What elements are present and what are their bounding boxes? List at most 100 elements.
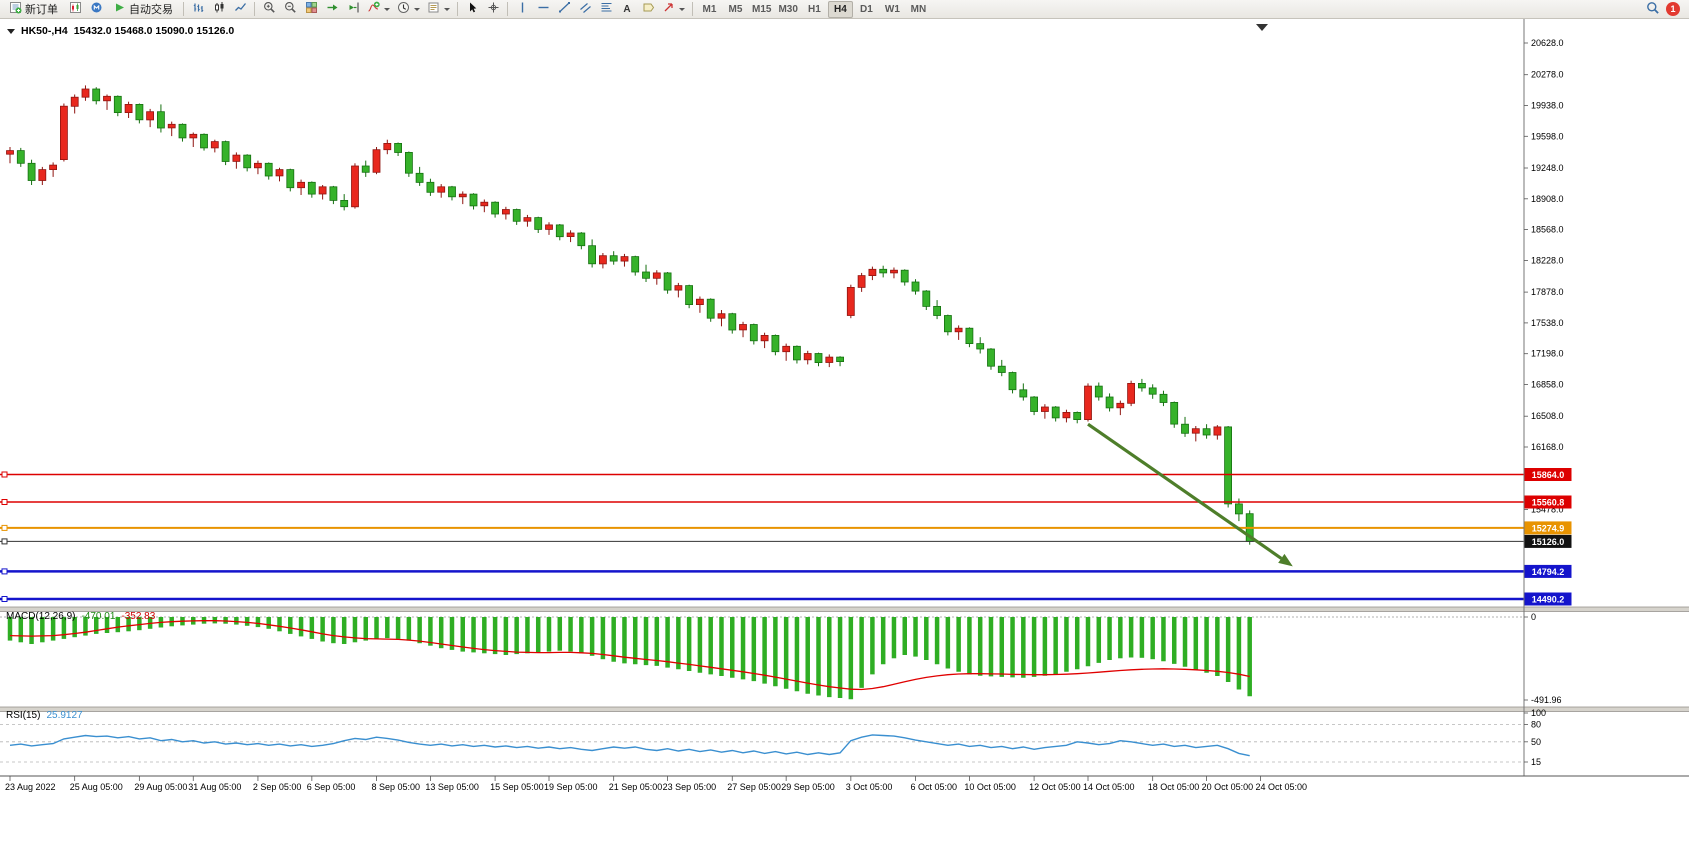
toolbar-separator <box>457 2 458 16</box>
zoom-in-button[interactable] <box>259 1 279 18</box>
templates-button[interactable] <box>424 1 453 18</box>
price-badge <box>1524 564 1572 578</box>
price-axis-label: 20278.0 <box>1531 70 1564 80</box>
horizontal-lines <box>0 471 1524 602</box>
candlestick-chart-icon <box>213 1 226 17</box>
macd-signal-line <box>9 620 1250 691</box>
line-handle[interactable] <box>1 568 8 575</box>
panel-divider[interactable] <box>0 607 1689 612</box>
line-handle[interactable] <box>1 471 8 478</box>
time-axis-label: 20 Oct 05:00 <box>1202 782 1254 792</box>
chart-window[interactable]: 20628.0 20278.0 19938.0 19598.0 19248.0 18908… <box>0 19 1689 859</box>
text-tool-button[interactable]: A <box>617 1 637 18</box>
line-handle[interactable] <box>1 499 8 505</box>
indicators-button[interactable] <box>364 1 393 18</box>
tile-windows-button[interactable] <box>301 1 321 18</box>
horizontal-line-button[interactable] <box>533 1 553 18</box>
timeframe-h4-button[interactable]: H4 <box>827 0 853 18</box>
macd-axis-label: -491.96 <box>1531 695 1562 705</box>
auto-scroll-button[interactable] <box>322 1 342 18</box>
new-order-label: 新订单 <box>25 4 58 16</box>
search-button[interactable] <box>1643 1 1663 18</box>
timeframe-w1-button[interactable]: W1 <box>880 1 905 18</box>
line-handle[interactable] <box>1 596 8 602</box>
time-axis-label: 29 Sep 05:00 <box>781 782 835 792</box>
chart-symbol-period: HK50-,H4 <box>21 25 68 37</box>
timeframe-m30-button[interactable]: M30 <box>775 1 800 18</box>
templates-icon <box>427 1 440 17</box>
text-label-button[interactable] <box>638 1 658 18</box>
main-toolbar: 新订单 自动交易 <box>0 0 1689 19</box>
auto-scroll-icon <box>326 1 339 17</box>
chart-shift-marker[interactable] <box>1256 24 1268 31</box>
trendline-icon <box>558 1 571 17</box>
macd-name: MACD(12,26,9) <box>6 611 76 622</box>
rsi-line <box>9 734 1250 757</box>
time-axis-label: 29 Aug 05:00 <box>134 782 187 792</box>
time-axis-label: 8 Sep 05:00 <box>372 782 421 792</box>
timeframe-m1-button[interactable]: M1 <box>697 1 722 18</box>
price-axis-label: 16858.0 <box>1531 380 1564 390</box>
timeframe-h1-button[interactable]: H1 <box>802 1 827 18</box>
channel-button[interactable] <box>575 1 595 18</box>
chart-canvas[interactable]: 20628.0 20278.0 19938.0 19598.0 19248.0 18908… <box>0 19 1689 859</box>
crosshair-button[interactable] <box>483 1 503 18</box>
toolbar-separator <box>507 2 508 16</box>
new-order-button[interactable]: 新订单 <box>3 1 64 18</box>
time-axis-label: 14 Oct 05:00 <box>1083 782 1135 792</box>
dropdown-caret-icon <box>444 7 450 11</box>
panel-divider[interactable] <box>0 707 1689 712</box>
toolbar-separator <box>692 2 693 16</box>
indicators-icon <box>367 1 380 17</box>
zoom-in-icon <box>263 1 276 17</box>
time-axis-label: 21 Sep 05:00 <box>609 782 663 792</box>
line-chart-icon <box>234 1 247 17</box>
new-chart-button[interactable] <box>65 1 85 18</box>
chart-shift-button[interactable] <box>343 1 363 18</box>
auto-trading-icon <box>113 1 126 17</box>
line-handle[interactable] <box>1 524 8 531</box>
line-handle[interactable] <box>1 538 8 545</box>
vertical-line-button[interactable] <box>512 1 532 18</box>
fibonacci-button[interactable] <box>596 1 616 18</box>
bar-chart-button[interactable] <box>188 1 208 18</box>
trend-arrow[interactable] <box>1087 422 1293 567</box>
timeframe-m15-button[interactable]: M15 <box>749 1 774 18</box>
macd-axis-label: 0 <box>1531 612 1536 622</box>
rsi-indicator-label: RSI(15) 25.9127 <box>6 710 83 721</box>
arrow-tool-icon <box>662 1 675 17</box>
chart-menu-icon[interactable] <box>7 28 15 34</box>
timeframe-m5-button[interactable]: M5 <box>723 1 748 18</box>
periods-button[interactable] <box>394 1 423 18</box>
arrows-button[interactable] <box>659 1 688 18</box>
rsi-axis-label: 15 <box>1531 757 1541 767</box>
price-axis-label: 17878.0 <box>1531 287 1564 297</box>
price-badge <box>1524 495 1572 509</box>
chart-ohlc-values: 15432.0 15468.0 15090.0 15126.0 <box>73 25 235 37</box>
vertical-line-icon <box>516 1 529 17</box>
timeframe-d1-button[interactable]: D1 <box>854 1 879 18</box>
mql5-community-button[interactable] <box>86 1 106 18</box>
chart-shift-icon <box>347 1 360 17</box>
dropdown-caret-icon <box>414 7 420 11</box>
auto-trading-button[interactable]: 自动交易 <box>107 1 179 18</box>
time-axis-label: 19 Sep 05:00 <box>544 782 598 792</box>
price-axis-label: 18568.0 <box>1531 225 1564 235</box>
trendline-button[interactable] <box>554 1 574 18</box>
notification-badge[interactable]: 1 <box>1666 2 1680 16</box>
timeframe-mn-button[interactable]: MN <box>906 1 931 18</box>
candlestick-series <box>6 85 1254 545</box>
rsi-name: RSI(15) <box>6 710 41 721</box>
time-axis-label: 13 Sep 05:00 <box>425 782 479 792</box>
cursor-button[interactable] <box>462 1 482 18</box>
time-axis-label: 23 Sep 05:00 <box>663 782 717 792</box>
line-chart-button[interactable] <box>230 1 250 18</box>
candlestick-chart-button[interactable] <box>209 1 229 18</box>
text-tool-icon: A <box>623 3 631 15</box>
rsi-axis-label: 100 <box>1531 708 1546 718</box>
zoom-out-button[interactable] <box>280 1 300 18</box>
rsi-value: 25.9127 <box>46 710 83 721</box>
cursor-icon <box>466 1 479 17</box>
clock-icon <box>397 1 410 17</box>
time-axis-label: 25 Aug 05:00 <box>70 782 123 792</box>
